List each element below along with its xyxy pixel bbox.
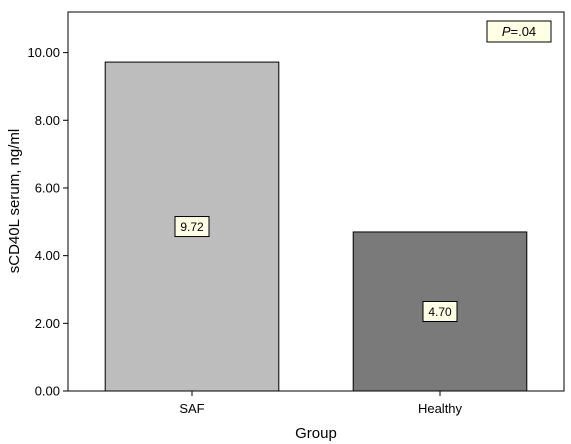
x-tick-label: Healthy (418, 401, 463, 416)
y-axis-ticks: 0.00 2.00 4.00 6.00 8.00 10.00 (27, 45, 68, 399)
y-tick-label: 6.00 (35, 180, 60, 195)
p-value-annotation: P=.04 (486, 20, 552, 43)
data-label: 4.70 (428, 305, 452, 319)
data-label-box (422, 300, 458, 322)
y-tick-label: 4.00 (35, 248, 60, 263)
y-tick-label: 8.00 (35, 113, 60, 128)
y-tick-label: 0.00 (35, 384, 60, 399)
data-label: 9.72 (180, 220, 204, 234)
p-value-box (486, 20, 552, 43)
p-value-text: =.04 (511, 24, 537, 39)
x-axis-title: Group (295, 425, 337, 442)
y-tick-label: 2.00 (35, 316, 60, 331)
x-tick-label: SAF (179, 401, 204, 416)
data-label-box (174, 216, 210, 238)
svg-text:P=.04: P=.04 (502, 24, 536, 39)
x-axis-ticks: SAF Healthy (179, 391, 463, 416)
p-value-letter: P (502, 24, 511, 39)
value-labels: 9.72 4.70 (174, 216, 458, 322)
y-tick-label: 10.00 (27, 45, 60, 60)
y-axis-title: sCD40L serum, ng/ml (6, 129, 23, 274)
